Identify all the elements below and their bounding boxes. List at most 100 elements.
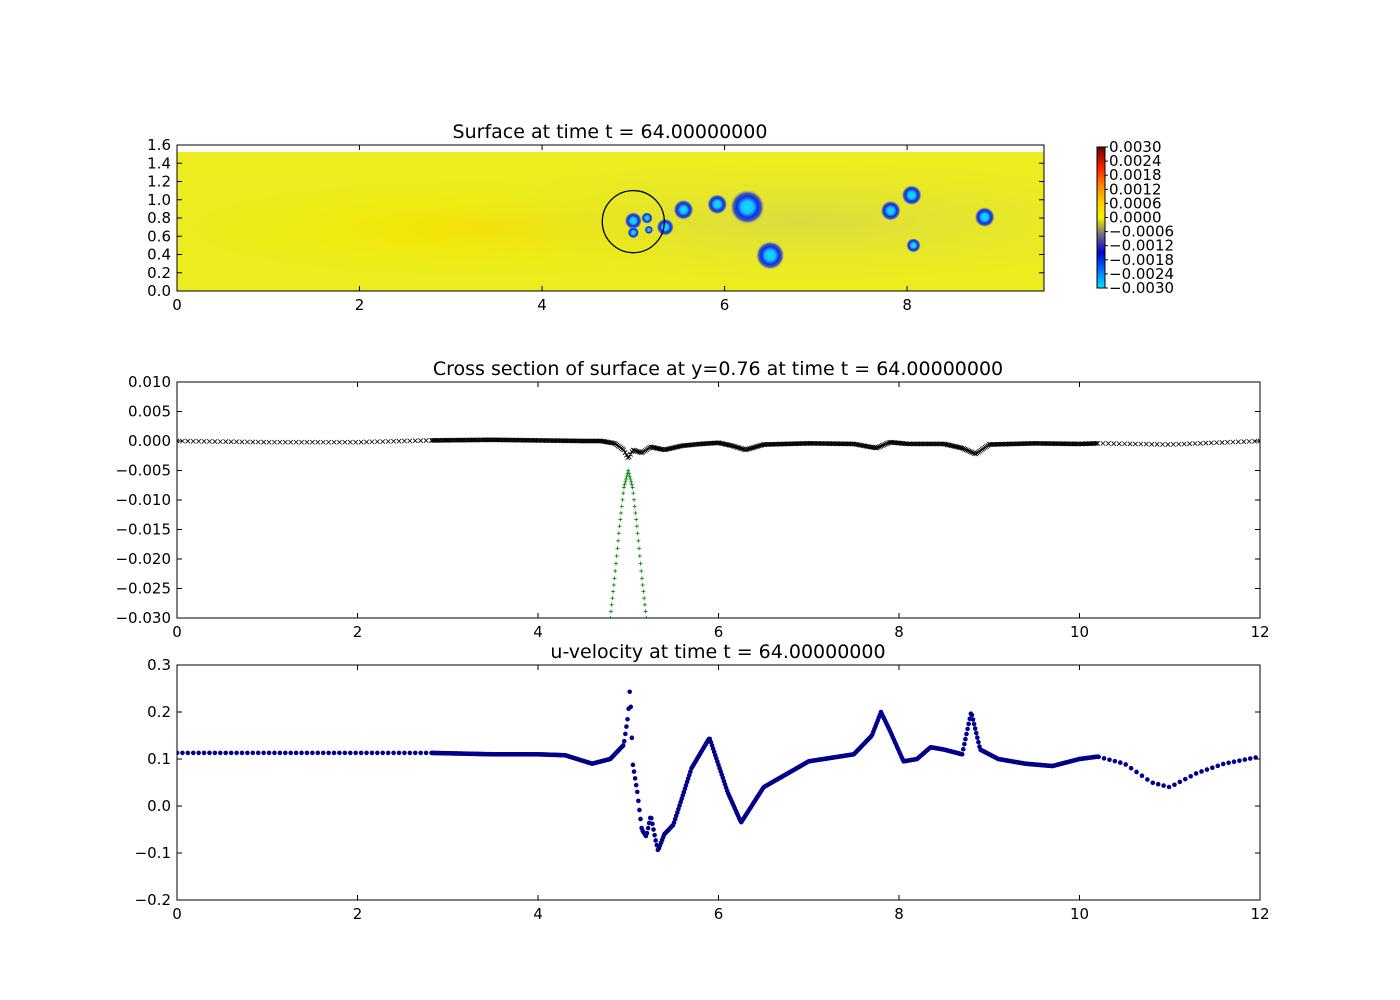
u-velocity-panel: 0 2 4 6 8 10 12 0.3 0.2 0.1 0.0 −0.1 −0.2 u-velocity… <box>135 641 1270 923</box>
u-velocity-point <box>1199 769 1204 774</box>
bottom-profile-point <box>622 482 627 487</box>
y-tick-label: 0.010 <box>128 373 171 391</box>
bottom-profile-point <box>616 538 621 543</box>
u-velocity-point <box>633 782 639 788</box>
u-velocity-point <box>255 750 261 756</box>
cross-section-point <box>965 447 971 453</box>
cross-section-point <box>271 439 277 445</box>
colorbar-tick-label: −0.0024 <box>1109 265 1174 283</box>
u-velocity-point <box>627 689 632 695</box>
cross-section-point <box>179 438 185 444</box>
bottom-profile-point <box>628 476 633 481</box>
cross-section-point <box>228 439 234 445</box>
u-velocity-point <box>196 750 201 756</box>
u-velocity-point <box>1210 765 1215 771</box>
u-velocity-point <box>649 815 654 821</box>
cross-section-point <box>1132 441 1138 447</box>
u-velocity-point <box>625 716 630 722</box>
cross-section-point <box>958 445 964 451</box>
cross-section-point <box>1143 441 1149 447</box>
cross-section-point <box>626 454 632 460</box>
cross-section-point <box>628 451 633 457</box>
cross-section-point <box>299 439 305 445</box>
cross-section-point <box>1093 440 1099 446</box>
u-velocity-point <box>969 712 975 718</box>
cross-section-point <box>250 439 256 445</box>
colorbar-tick-label: −0.0018 <box>1109 251 1174 269</box>
x-tick-label: 6 <box>720 296 730 314</box>
cross-section-point <box>881 442 887 448</box>
cross-section-point <box>630 447 636 453</box>
u-velocity-point <box>266 750 272 756</box>
x-tick-label: 10 <box>1070 623 1089 641</box>
u-velocity-point <box>644 830 650 836</box>
y-tick-label: 0.005 <box>128 403 171 421</box>
u-velocity-point <box>972 726 978 731</box>
colorbar-tick-label: −0.0030 <box>1109 279 1174 297</box>
cross-section-point <box>1252 438 1258 444</box>
cross-section-point <box>963 447 969 453</box>
surface-depression <box>880 200 901 221</box>
u-velocity-point <box>201 750 207 756</box>
u-velocity-point <box>966 721 971 727</box>
cross-section-point <box>255 439 261 445</box>
bottom-profile-point <box>621 485 626 490</box>
cross-section-point <box>1138 441 1144 447</box>
cross-section-point <box>752 444 758 450</box>
u-velocity-point <box>212 750 218 756</box>
cross-section-frame <box>176 381 1261 619</box>
cross-section-point <box>749 445 755 451</box>
cross-section-point <box>1230 439 1236 445</box>
cross-section-point <box>266 439 272 445</box>
cross-section-point <box>739 446 744 452</box>
u-velocity-point <box>418 750 423 756</box>
cross-section-point <box>353 439 359 445</box>
cross-section-point <box>196 438 202 444</box>
u-velocity-point <box>624 724 629 729</box>
bottom-profile-point <box>611 589 616 594</box>
u-velocity-point <box>223 750 229 756</box>
cross-section-point <box>732 444 738 450</box>
cross-section-point <box>634 448 640 454</box>
y-tick-label: 0.2 <box>147 703 171 721</box>
u-velocity-point <box>971 721 977 727</box>
y-tick-label: −0.1 <box>135 844 171 862</box>
u-velocity-point <box>283 750 288 756</box>
bottom-profile-point <box>615 546 620 551</box>
u-velocity-point <box>190 750 196 756</box>
cross-section-point <box>1160 441 1166 447</box>
u-velocity-point <box>628 704 634 710</box>
cross-section-point <box>423 438 429 443</box>
u-velocity-point <box>288 750 294 756</box>
cross-section-point <box>234 439 240 445</box>
x-tick-label: 4 <box>533 623 543 641</box>
cross-section-point <box>261 439 267 445</box>
cross-section-point <box>418 438 424 444</box>
u-velocity-point <box>375 750 380 756</box>
cross-section-point <box>1127 441 1133 447</box>
surface-depression <box>673 199 694 221</box>
y-tick-label: 0.3 <box>147 656 171 674</box>
cross-section-point <box>207 438 212 444</box>
cross-section-point <box>622 450 628 455</box>
u-velocity-frame <box>176 664 1261 901</box>
y-tick-label: 1.6 <box>147 136 171 154</box>
cross-section-point <box>633 448 639 454</box>
cross-section-point <box>733 444 739 450</box>
u-velocity-point <box>337 750 342 756</box>
u-velocity-point <box>962 741 967 747</box>
u-velocity-point <box>396 750 402 756</box>
surface-depression <box>729 189 765 225</box>
u-velocity-point <box>973 730 979 736</box>
u-velocity-point <box>630 762 636 768</box>
cross-section-panel: 0 2 4 6 8 10 12 0.010 0.005 0.000 −0.005 −0.010 −0.0… <box>115 358 1269 641</box>
cross-section-point <box>611 440 617 446</box>
cross-section-point <box>737 445 743 451</box>
u-velocity-point <box>1226 760 1231 766</box>
u-velocity-point <box>959 752 965 757</box>
x-tick-label: 4 <box>537 296 547 314</box>
u-velocity-point <box>331 750 337 756</box>
cross-section-point <box>309 439 315 445</box>
bottom-profile-point <box>623 479 628 484</box>
